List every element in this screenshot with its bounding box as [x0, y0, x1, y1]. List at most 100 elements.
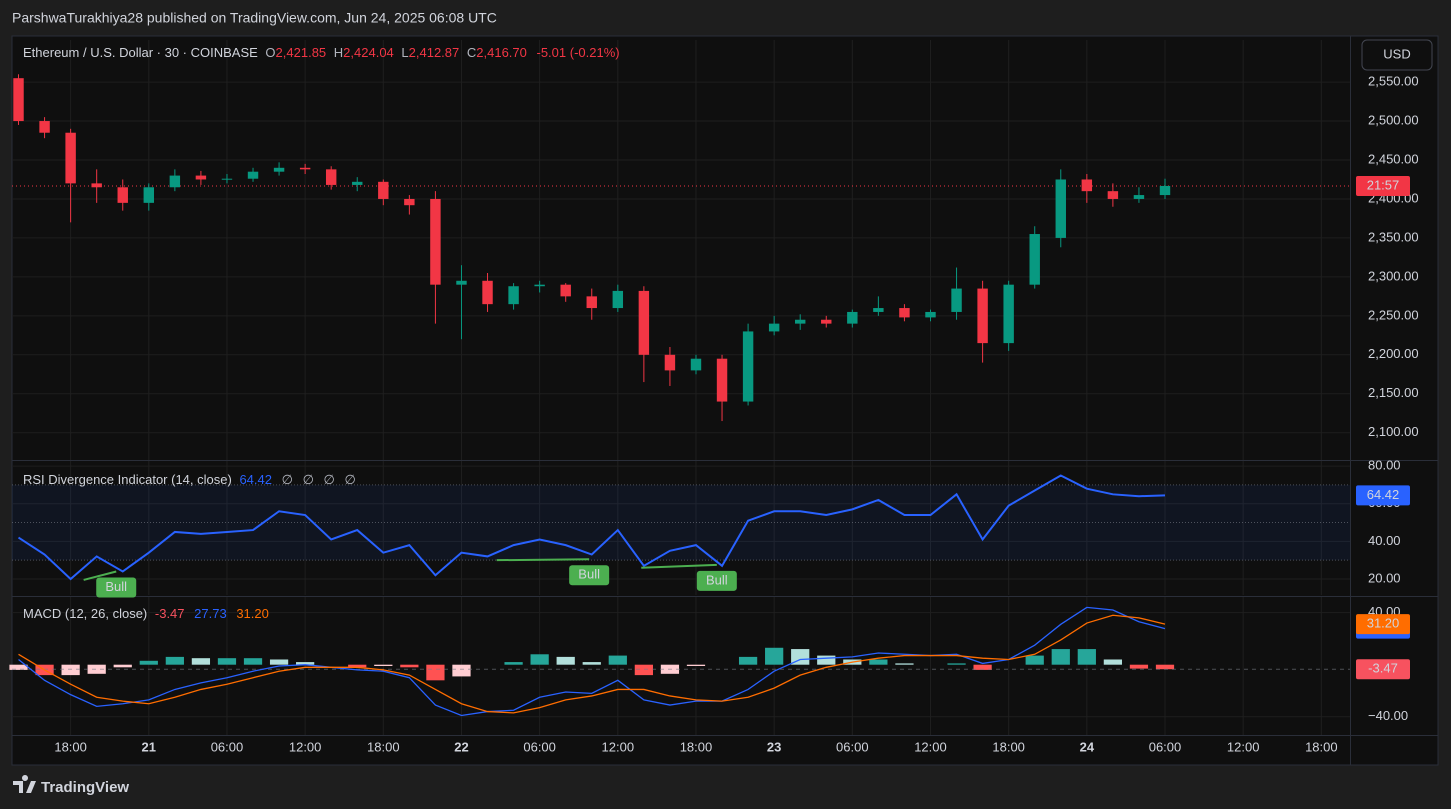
- histogram-bar: [947, 663, 966, 665]
- histogram-bar: [869, 659, 888, 665]
- y-tick-label: 2,200.00: [1368, 346, 1419, 361]
- histogram-bar: [165, 656, 184, 665]
- histogram-bar: [296, 662, 315, 665]
- candle-body: [325, 169, 337, 185]
- histogram-bar: [452, 664, 471, 677]
- candle-body: [1003, 284, 1014, 344]
- currency-button[interactable]: [1361, 39, 1433, 71]
- divergence-badge: [96, 577, 137, 598]
- y-tick-label: 2,550.00: [1368, 74, 1419, 89]
- candle-body: [430, 198, 441, 285]
- candle-body: [65, 132, 76, 184]
- candle-body: [1029, 234, 1040, 285]
- plot-layer: [9, 40, 1350, 735]
- histogram-bar: [973, 664, 992, 670]
- candle-body: [378, 181, 389, 199]
- candle-body: [247, 171, 259, 179]
- value-tag: [1356, 659, 1410, 680]
- histogram-bar: [348, 664, 367, 668]
- candle-body: [1159, 185, 1171, 196]
- candle-body: [169, 175, 181, 188]
- histogram-bar: [686, 664, 706, 666]
- ohlc-key: C: [467, 45, 476, 60]
- histogram-bar: [791, 649, 810, 665]
- candle-body: [1133, 195, 1145, 199]
- overlay-layer: 18:00 21 06:00 12:00 18:00 22 06:00 12:00 18:00 2…: [54, 74, 1418, 755]
- currency-label[interactable]: USD: [1383, 46, 1410, 61]
- candle-body: [534, 284, 545, 287]
- candle-body: [742, 331, 754, 402]
- histogram-bar: [738, 656, 758, 665]
- x-tick-label: 22: [454, 739, 468, 754]
- y-tick-label: 2,350.00: [1368, 229, 1419, 244]
- ohlc-key: H: [334, 45, 343, 60]
- candle-body: [899, 308, 910, 318]
- candle-body: [117, 187, 128, 203]
- x-tick-label: 12:00: [602, 739, 635, 754]
- rsi-extra: ∅: [303, 472, 314, 487]
- histogram-bar: [374, 664, 393, 666]
- macd-line: [18, 614, 1166, 714]
- x-tick-label: 18:00: [680, 739, 713, 754]
- divergence-label: Bull: [105, 579, 127, 594]
- rsi-legend: RSI Divergence Indicator (14, close) 64.…: [23, 472, 356, 487]
- candle-body: [612, 290, 624, 309]
- ohlc-key: L: [401, 45, 408, 60]
- histogram-bar: [1051, 649, 1070, 665]
- histogram-bar: [765, 647, 784, 665]
- candle-body: [690, 358, 702, 371]
- histogram-bar: [608, 655, 627, 665]
- histogram-bar: [1155, 664, 1175, 670]
- y-tick-label: 2,300.00: [1368, 268, 1419, 283]
- x-tick-label: 06:00: [523, 739, 556, 754]
- histogram-bar: [139, 660, 158, 665]
- candle-body: [560, 284, 571, 297]
- candle-body: [273, 167, 285, 172]
- ohlc-value: 2,416.70: [476, 45, 527, 60]
- histogram-bar: [113, 664, 132, 668]
- macd-title: MACD (12, 26, close): [23, 606, 147, 621]
- candle-body: [1107, 191, 1119, 199]
- hist-value: -3.47: [155, 606, 185, 621]
- y-tick-label: 2,150.00: [1368, 385, 1419, 400]
- value-tag-label: 64.42: [1367, 487, 1400, 502]
- x-tick-label: 18:00: [992, 739, 1025, 754]
- rsi-extra: ∅: [324, 472, 335, 487]
- ohlc-value: 2,424.04: [343, 45, 394, 60]
- value-tag: [1356, 614, 1410, 635]
- symbol-legend: Ethereum / U.S. Dollar · 30 · COINBASE O…: [23, 45, 620, 60]
- y-tick-label: 20.00: [1368, 570, 1401, 585]
- x-tick-label: 06:00: [836, 739, 869, 754]
- rsi-extra: ∅: [344, 472, 355, 487]
- x-tick-label: 24: [1080, 739, 1095, 754]
- histogram-bar: [530, 654, 549, 665]
- histogram-bar: [817, 655, 836, 665]
- rsi-extra: ∅: [282, 472, 293, 487]
- candle-body: [456, 280, 467, 285]
- x-tick-label: 06:00: [1149, 739, 1182, 754]
- candle-body: [586, 296, 597, 309]
- candle-body: [925, 311, 936, 318]
- rsi-line: [17, 474, 1166, 581]
- x-tick-label: 21: [142, 739, 156, 754]
- candle-body: [13, 78, 24, 122]
- candle-body: [716, 358, 728, 402]
- tradingview-logo: TradingView: [13, 775, 129, 796]
- y-tick-label: 2,450.00: [1368, 151, 1419, 166]
- candle-body: [794, 319, 806, 324]
- x-tick-label: 12:00: [289, 739, 322, 754]
- candle-body: [352, 181, 363, 185]
- x-tick-label: 23: [767, 739, 781, 754]
- divergence-line: [641, 563, 717, 569]
- x-tick-label: 12:00: [1227, 739, 1260, 754]
- candle-body: [91, 183, 102, 188]
- macd-value: 27.73: [194, 606, 227, 621]
- histogram-bar: [61, 664, 80, 676]
- candle-body: [508, 286, 519, 305]
- y-tick-label: 80.00: [1368, 458, 1401, 473]
- candle-body: [404, 198, 415, 206]
- y-tick-label: −40.00: [1368, 708, 1408, 723]
- divergence-badge: [696, 570, 737, 591]
- ohlc-value: 2,421.85: [276, 45, 327, 60]
